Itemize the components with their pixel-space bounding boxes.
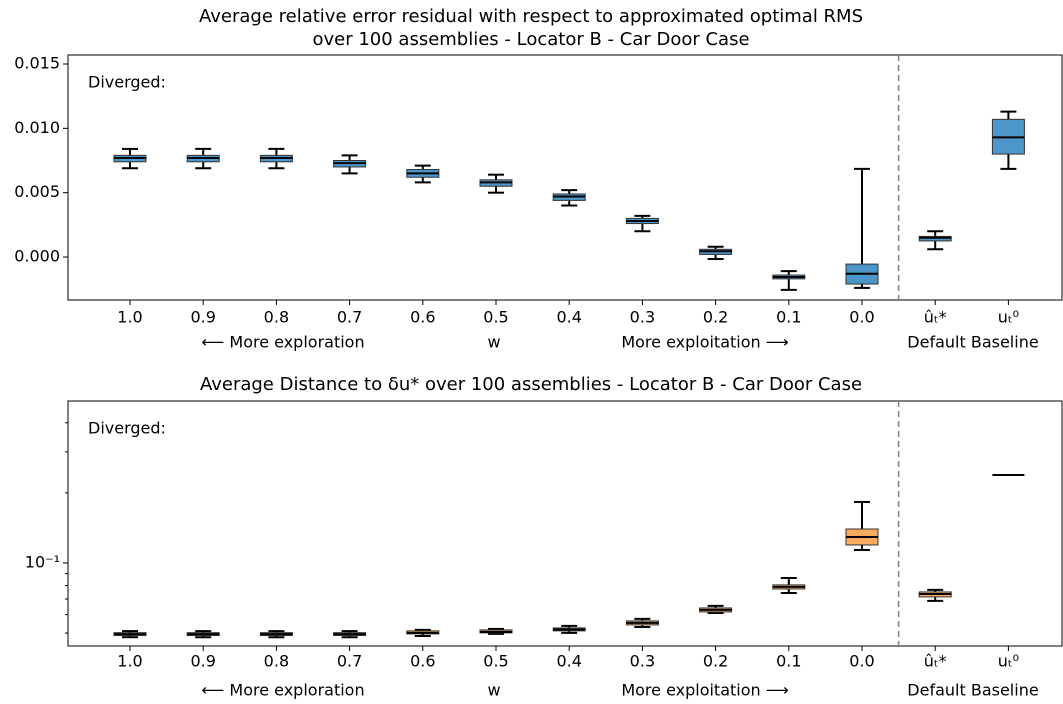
y-tick-label: 0.005 [14, 182, 60, 201]
x-annotation: More exploitation ⟶ [621, 681, 788, 700]
x-tick-label: 0.4 [556, 652, 581, 671]
x-tick-label: 0.0 [849, 308, 874, 327]
x-tick-label: 0.6 [410, 652, 435, 671]
x-tick-label: 0.7 [337, 308, 362, 327]
y-tick-label: 0.000 [14, 247, 60, 266]
chart-title: Average relative error residual with res… [199, 6, 863, 27]
x-tick-label: ûₜ* [924, 652, 947, 671]
x-tick-label: 0.9 [190, 308, 215, 327]
x-tick-label: 1.0 [117, 652, 142, 671]
x-tick-label: uₜ⁰ [998, 308, 1019, 327]
x-tick-label: uₜ⁰ [998, 652, 1019, 671]
annotation: Diverged: [88, 419, 166, 438]
plot-frame [67, 400, 1063, 647]
x-annotation: Default Baseline [907, 681, 1038, 700]
x-tick-label: 0.0 [849, 652, 874, 671]
x-tick-label: ûₜ* [924, 308, 947, 327]
x-tick-label: 0.2 [703, 308, 728, 327]
x-annotation: w [487, 681, 500, 700]
x-tick-label: 0.6 [410, 308, 435, 327]
chart-title: Average Distance to δu* over 100 assembl… [200, 374, 862, 395]
x-tick-label: 0.7 [337, 652, 362, 671]
x-tick-label: 0.5 [483, 652, 508, 671]
x-tick-label: 0.8 [264, 652, 289, 671]
y-tick-label: 0.015 [14, 54, 60, 73]
x-annotation: ⟵ More exploration [201, 333, 364, 352]
x-tick-label: 0.3 [630, 652, 655, 671]
x-tick-label: 0.1 [776, 652, 801, 671]
x-annotation: ⟵ More exploration [201, 681, 364, 700]
annotation: Diverged: [88, 73, 166, 92]
x-tick-label: 0.9 [190, 652, 215, 671]
chart-title: over 100 assemblies - Locator B - Car Do… [312, 29, 749, 50]
x-tick-label: 0.3 [630, 308, 655, 327]
x-annotation: Default Baseline [907, 333, 1038, 352]
x-tick-label: 1.0 [117, 308, 142, 327]
x-tick-label: 0.5 [483, 308, 508, 327]
y-tick-label: 10⁻¹ [25, 552, 60, 571]
x-annotation: More exploitation ⟶ [621, 333, 788, 352]
x-tick-label: 0.8 [264, 308, 289, 327]
x-tick-label: 0.1 [776, 308, 801, 327]
x-tick-label: 0.2 [703, 652, 728, 671]
x-tick-label: 0.4 [556, 308, 581, 327]
x-annotation: w [487, 333, 500, 352]
plot-frame [67, 54, 1063, 301]
y-tick-label: 0.010 [14, 118, 60, 137]
